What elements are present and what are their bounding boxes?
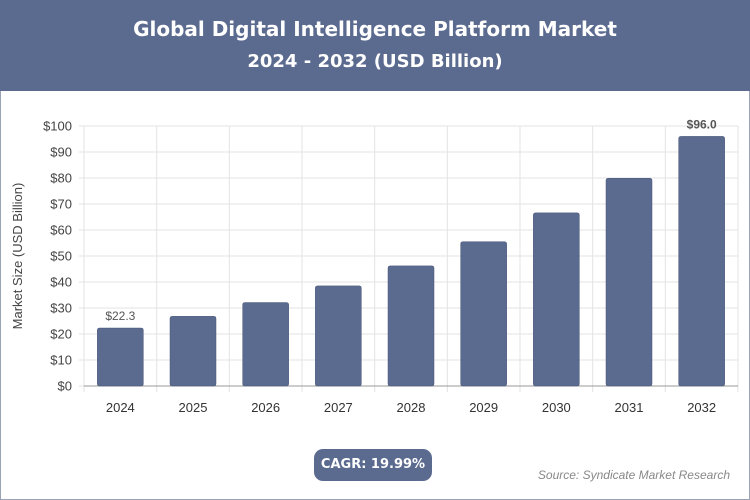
- x-tick-label: 2028: [397, 400, 426, 415]
- bar-2031: [605, 178, 653, 387]
- bar-2028: [387, 265, 435, 387]
- bar-2025: [169, 316, 217, 387]
- y-tick-label: $30: [50, 301, 72, 316]
- y-tick-label: $40: [50, 275, 72, 290]
- y-tick-label: $90: [50, 145, 72, 160]
- chart-title: Global Digital Intelligence Platform Mar…: [133, 17, 617, 41]
- bar-2029: [460, 241, 507, 387]
- y-tick-label: $0: [58, 379, 72, 394]
- chart-subtitle: 2024 - 2032 (USD Billion): [247, 51, 503, 72]
- y-tick-label: $10: [50, 353, 72, 368]
- y-tick-label: $60: [50, 223, 72, 238]
- data-label: $96.0: [687, 117, 717, 131]
- x-tick-label: 2032: [687, 400, 716, 415]
- x-tick-label: 2024: [106, 400, 135, 415]
- y-tick-label: $100: [43, 119, 72, 134]
- x-tick-label: 2027: [324, 400, 353, 415]
- x-tick-label: 2030: [542, 400, 571, 415]
- bar-2030: [533, 212, 580, 387]
- source-note: Source: Syndicate Market Research: [537, 468, 730, 482]
- x-tick-label: 2026: [251, 400, 280, 415]
- bar-2026: [242, 302, 289, 387]
- bar-2032: [678, 136, 725, 387]
- y-tick-label: $80: [50, 171, 72, 186]
- y-axis-title: Market Size (USD Billion): [10, 183, 25, 330]
- data-label: $22.3: [105, 309, 135, 323]
- y-tick-label: $50: [50, 249, 72, 264]
- y-tick-label: $70: [50, 197, 72, 212]
- x-tick-label: 2025: [179, 400, 208, 415]
- bar-2024: [97, 327, 144, 387]
- bar-2027: [315, 285, 362, 387]
- cagr-badge: CAGR: 19.99%: [314, 449, 432, 481]
- chart-header: Global Digital Intelligence Platform Mar…: [0, 0, 750, 91]
- x-tick-label: 2029: [469, 400, 498, 415]
- y-tick-label: $20: [50, 327, 72, 342]
- x-tick-label: 2031: [615, 400, 644, 415]
